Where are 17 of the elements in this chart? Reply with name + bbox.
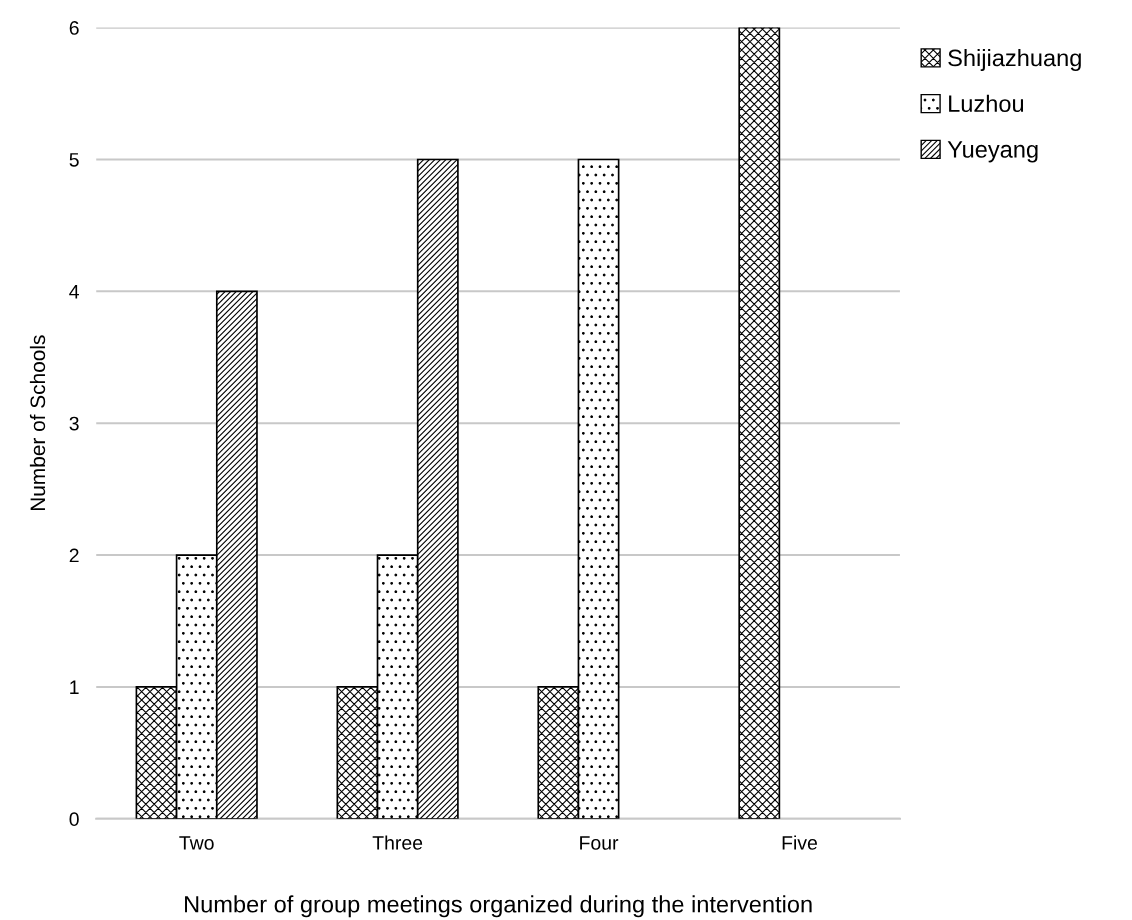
y-tick-label: 1	[70, 680, 79, 694]
bar	[738, 27, 781, 819]
y-axis-title: Number of Schools	[29, 335, 46, 511]
y-tick-label: 2	[69, 548, 79, 563]
legend-label: Luzhou	[949, 94, 1024, 113]
x-tick-label: Two	[179, 836, 214, 850]
x-axis-title: Number of group meetings organized during the intervention	[185, 895, 812, 918]
legend-label: Yueyang	[947, 141, 1038, 163]
x-tick-label: Three	[372, 835, 423, 850]
y-tick-label: 5	[69, 153, 79, 167]
x-tick-label: Four	[580, 836, 619, 850]
x-tick-label: Five	[782, 835, 817, 850]
legend-label: Shijiazhuang	[948, 48, 1081, 71]
y-tick-label: 3	[69, 416, 79, 431]
y-tick-label: 4	[69, 285, 79, 299]
y-tick-label: 0	[69, 812, 79, 827]
y-tick-label: 6	[69, 21, 79, 35]
